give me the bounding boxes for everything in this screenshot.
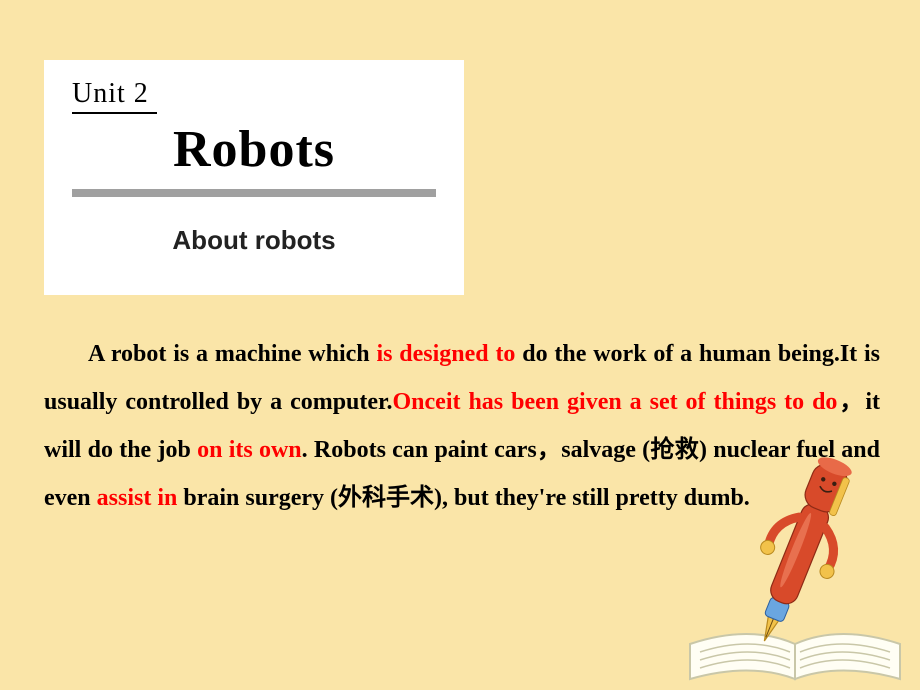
- highlight-on-its-own: on its own: [197, 437, 302, 463]
- highlight-once-clause: it has been given a set of things to do: [446, 389, 838, 415]
- highlight-assist-in: assist in: [97, 485, 178, 511]
- unit-subtitle: About robots: [72, 225, 436, 256]
- body-text: A robot is a machine which: [88, 341, 376, 367]
- title-box: Unit 2 Robots About robots: [44, 60, 464, 295]
- pen-book-decoration-icon: [680, 454, 910, 684]
- title-divider: [72, 189, 436, 197]
- unit-title: Robots: [72, 120, 436, 179]
- highlight-once: Once: [393, 389, 446, 415]
- highlight-designed-to: is designed to: [376, 341, 515, 367]
- unit-label: Unit 2: [72, 78, 157, 114]
- body-text: brain surgery (外科手术), but they're still …: [177, 485, 749, 511]
